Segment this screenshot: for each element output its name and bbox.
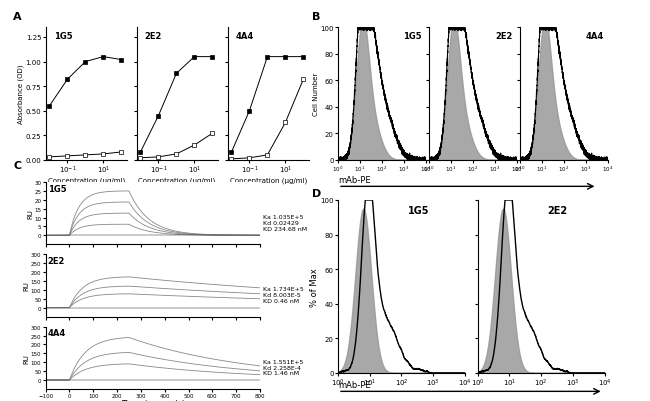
X-axis label: Time (seconds): Time (seconds) <box>121 399 185 401</box>
Text: C: C <box>13 160 21 170</box>
Text: Ka 1.734E+5
Kd 8.003E-5
KD 0.46 nM: Ka 1.734E+5 Kd 8.003E-5 KD 0.46 nM <box>263 287 304 303</box>
Text: A: A <box>13 12 21 22</box>
X-axis label: Concentration (μg/ml): Concentration (μg/ml) <box>138 177 216 184</box>
Text: 1G5: 1G5 <box>408 206 429 216</box>
Text: 4A4: 4A4 <box>236 32 254 41</box>
X-axis label: Concentration (μg/ml): Concentration (μg/ml) <box>229 177 307 184</box>
Text: 4A4: 4A4 <box>585 32 603 41</box>
Y-axis label: RU: RU <box>27 209 33 219</box>
Text: Ka 1.035E+5
Kd 0.02429
KD 234.68 nM: Ka 1.035E+5 Kd 0.02429 KD 234.68 nM <box>263 215 307 231</box>
Y-axis label: RU: RU <box>23 353 29 363</box>
Text: 1G5: 1G5 <box>47 184 66 193</box>
Text: mAb-PE: mAb-PE <box>338 380 370 389</box>
Text: 1G5: 1G5 <box>403 32 421 41</box>
Y-axis label: RU: RU <box>23 281 29 291</box>
Text: mAb-PE: mAb-PE <box>338 176 370 184</box>
Text: D: D <box>312 188 321 198</box>
X-axis label: Concentration (μg/ml): Concentration (μg/ml) <box>47 177 125 184</box>
Y-axis label: % of Max: % of Max <box>310 267 319 306</box>
Text: 1G5: 1G5 <box>54 32 72 41</box>
Text: 2E2: 2E2 <box>47 257 65 265</box>
Text: Ka 1.551E+5
Kd 2.258E-4
KD 1.46 nM: Ka 1.551E+5 Kd 2.258E-4 KD 1.46 nM <box>263 359 304 375</box>
Text: 2E2: 2E2 <box>547 206 567 216</box>
Text: 2E2: 2E2 <box>495 32 512 41</box>
Y-axis label: Cell Number: Cell Number <box>313 73 319 116</box>
Y-axis label: Absorbance (OD): Absorbance (OD) <box>18 65 24 124</box>
Text: B: B <box>312 12 320 22</box>
Text: 4A4: 4A4 <box>47 329 66 338</box>
Text: 2E2: 2E2 <box>144 32 162 41</box>
